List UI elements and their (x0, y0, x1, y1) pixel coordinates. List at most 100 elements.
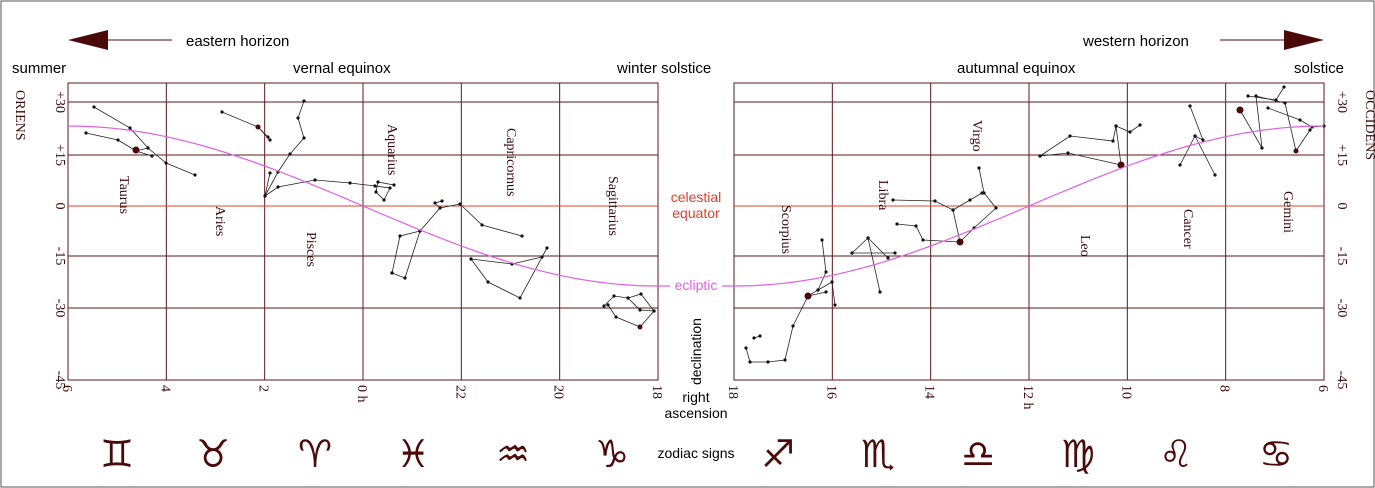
declination-tick-label: -30 (52, 299, 67, 318)
star-dot (878, 290, 882, 294)
constellation-line (603, 293, 655, 328)
star-dot (638, 308, 642, 312)
star-dot (92, 105, 96, 109)
occidens-label: OCCIDENS (1362, 90, 1375, 160)
star-dot (116, 138, 120, 142)
sagittarius-sign-icon: ♐ (761, 432, 795, 476)
zodiac-signs-row: ♊ ♉ ♈ ♓ ♒ ♑ ♐ ♏ ♎ ♍ ♌ ♋ (100, 432, 1293, 476)
star-dot (146, 146, 150, 150)
right-ascension-label-2: ascension (664, 405, 727, 421)
star-dot (164, 161, 168, 165)
star-dot (480, 223, 484, 227)
declination-tick-label: 0 (1334, 203, 1349, 210)
star-dot (288, 152, 292, 156)
star-dot (458, 202, 462, 206)
celestial-equator-label-1: celestial (671, 189, 722, 205)
ecliptic-curve-right (733, 125, 1325, 287)
star-dot (376, 180, 380, 184)
constellation-figure (1038, 123, 1142, 167)
bright-star (637, 324, 643, 330)
constellation-label-taurus: Taurus (116, 176, 131, 214)
star-dot (518, 296, 522, 300)
star-dot (193, 173, 197, 177)
star-dot (382, 198, 386, 202)
constellation-line (892, 167, 997, 243)
ra-tick-label: 20 (551, 385, 566, 399)
star-dot (348, 181, 352, 185)
star-dot (398, 234, 402, 238)
western-arrow (1220, 30, 1324, 50)
star-dot (374, 190, 378, 194)
star-dot (766, 360, 770, 364)
star-dot (1213, 173, 1217, 177)
declination-tick-label: -15 (52, 247, 67, 266)
star-dot (652, 309, 656, 313)
leo-sign-icon: ♌ (1159, 432, 1193, 476)
star-dot (816, 288, 820, 292)
star-dot (791, 324, 795, 328)
capricorn-sign-icon: ♑ (595, 432, 629, 476)
constellation-figure (390, 199, 524, 280)
star-dot (150, 154, 154, 158)
star-dot (639, 292, 643, 296)
constellation-label-libra: Libra (875, 180, 890, 211)
star-dot (84, 131, 88, 135)
constellation-label-aries: Aries (212, 206, 227, 236)
star-dot (433, 201, 437, 205)
constellation-line (257, 126, 271, 141)
vernal-equinox-label: vernal equinox (293, 60, 391, 77)
constellation-figure (1238, 85, 1326, 153)
star-dot (614, 315, 618, 319)
constellation-figure (744, 238, 837, 364)
star-dot (545, 246, 549, 250)
constellation-line (1039, 125, 1117, 157)
star-dot (373, 184, 377, 188)
constellation-label-cancer: Cancer (1180, 209, 1195, 249)
star-dot (886, 256, 890, 260)
constellation-label-gemini: Gemini (1280, 191, 1295, 233)
star-dot (1066, 151, 1070, 155)
constellation-line (1039, 124, 1141, 166)
star-dot (968, 198, 972, 202)
star-dot (891, 198, 895, 202)
constellation-line (952, 192, 983, 211)
left-chart-panel: +30 +15 0 -15 -30 -456 4 2 0 h 22 20 18 (52, 82, 664, 403)
star-dot (128, 126, 132, 130)
summer-label: summer (12, 60, 66, 77)
ecliptic-curve-left (67, 125, 659, 287)
declination-tick-label: -45 (52, 371, 67, 390)
star-dot (820, 238, 824, 242)
ecliptic-label: ecliptic (675, 277, 718, 293)
constellation-label-aquarius: Aquarius (384, 124, 399, 175)
star-dot (220, 110, 224, 114)
constellation-figure (1178, 104, 1217, 177)
bright-star (1293, 148, 1299, 154)
star-dot (830, 280, 834, 284)
star-dot (850, 251, 854, 255)
star-dot (1274, 98, 1278, 102)
star-dot (895, 222, 899, 226)
star-dot (438, 206, 442, 210)
cancer-sign-icon: ♋ (1259, 432, 1293, 476)
constellation-label-leo: Leo (1077, 235, 1092, 257)
aquarius-sign-icon: ♒ (496, 432, 530, 476)
ra-tick-label: 4 (157, 385, 172, 392)
star-dot (977, 166, 981, 170)
ra-tick-label: 6 (1315, 385, 1330, 392)
constellation-label-pisces: Pisces (303, 232, 318, 267)
star-dot (866, 236, 870, 240)
eastern-arrow (68, 30, 172, 50)
star-dot (783, 358, 787, 362)
constellation-line (1179, 105, 1204, 166)
star-dot (268, 171, 272, 175)
reference-lines (67, 125, 1325, 287)
ra-tick-label: 22 (452, 385, 467, 399)
star-dot (1193, 134, 1197, 138)
constellation-figure (850, 236, 897, 294)
star-dot (824, 290, 828, 294)
pisces-sign-icon: ♓ (396, 432, 430, 476)
star-dot (1178, 163, 1182, 167)
star-dot (390, 271, 394, 275)
star-dot (1038, 154, 1042, 158)
